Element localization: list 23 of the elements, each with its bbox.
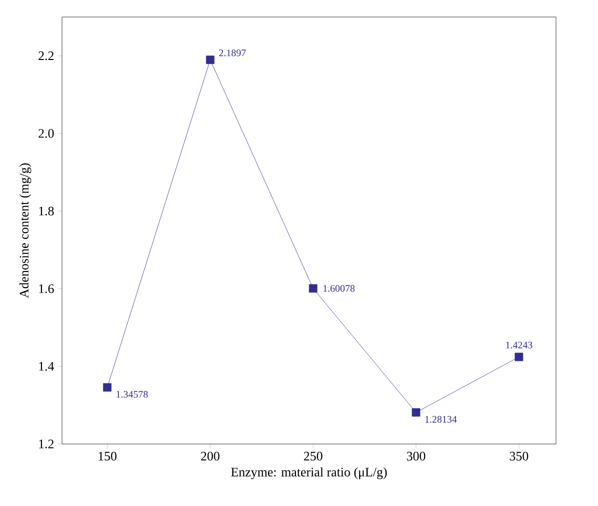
y-tick-label: 1.2 — [39, 440, 54, 448]
point — [308, 284, 318, 293]
data-label: 2.1897 — [219, 50, 246, 56]
data-label: 1.34578 — [116, 390, 148, 398]
x-tick-label: 150 — [98, 452, 117, 461]
point — [412, 408, 420, 417]
point — [514, 352, 524, 362]
y-tick-label: 1.8 — [39, 206, 54, 216]
point — [103, 383, 112, 392]
y-tick-label: 1.6 — [39, 284, 54, 294]
x-tick-label: 300 — [406, 452, 426, 461]
x-tick-label: 200 — [201, 452, 220, 461]
y-tick-label: 2.2 — [38, 51, 54, 60]
x-axis-title: Enzyme: material ratio (μL/g) — [231, 467, 387, 480]
x-tick-label: 350 — [510, 452, 528, 461]
x-tick-label: 250 — [304, 452, 322, 461]
point — [206, 56, 214, 64]
y-tick-label: 2.0 — [38, 129, 54, 138]
data-label: 1.4243 — [506, 342, 532, 348]
y-axis-title: Adenosine content (mg/g) — [19, 163, 32, 298]
data-label: 1.28134 — [425, 416, 457, 423]
y-tick-label: 1.4 — [39, 362, 54, 371]
data-label: 1.60078 — [323, 285, 355, 292]
